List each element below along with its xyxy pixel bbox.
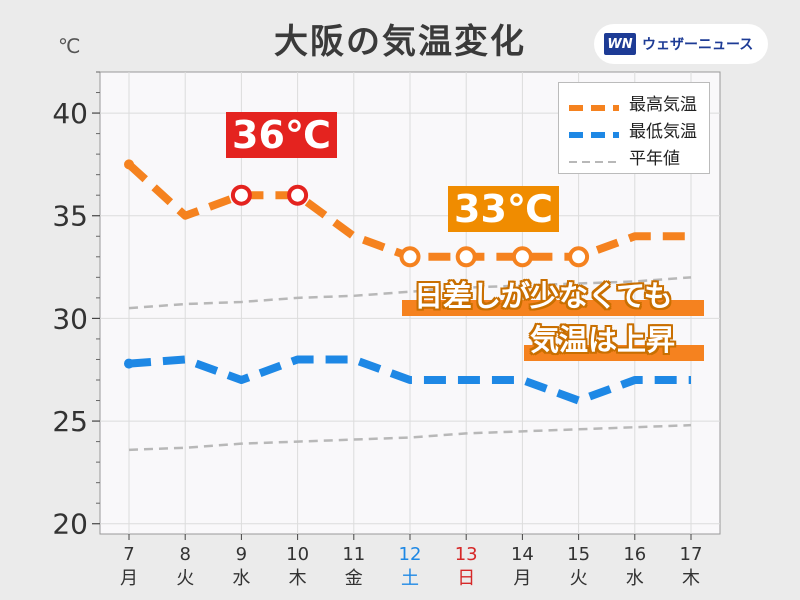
legend-swatch-max <box>567 98 619 111</box>
series-start-point-0 <box>124 159 134 170</box>
legend-entry-min: 最低気温 <box>567 116 701 143</box>
legend-label-normal: 平年値 <box>629 149 680 169</box>
y-tick-label: 40 <box>52 97 88 130</box>
legend-entry-max: 最高気温 <box>567 89 701 116</box>
chart-title: 大阪の気温変化 <box>274 22 526 62</box>
y-tick-label: 20 <box>52 508 88 541</box>
x-tick-weekday: 金 <box>345 568 363 589</box>
brand-name: ウェザーニュース <box>642 37 754 53</box>
x-tick-weekday: 木 <box>289 568 307 589</box>
x-tick-weekday: 火 <box>570 568 588 589</box>
x-tick-day: 8 <box>179 544 190 565</box>
x-tick-day: 7 <box>123 544 134 565</box>
series-line-2 <box>128 276 692 310</box>
legend-swatch-normal <box>567 152 619 163</box>
x-tick-weekday: 月 <box>513 568 531 589</box>
legend-swatch-min <box>567 125 619 138</box>
x-tick-day: 15 <box>567 544 590 565</box>
data-point-marker <box>399 246 421 268</box>
x-tick-day: 12 <box>399 544 422 565</box>
x-tick-weekday: 日 <box>457 568 475 589</box>
legend-entry-normal: 平年値 <box>567 143 701 170</box>
y-tick-label: 25 <box>52 405 88 438</box>
x-tick-day: 11 <box>342 544 365 565</box>
peak-temp-badge: 36℃ <box>226 112 337 158</box>
x-tick-weekday: 月 <box>120 568 138 589</box>
annotation-bar-1 <box>402 300 704 316</box>
legend-label-max: 最高気温 <box>629 95 697 115</box>
series-line-1 <box>128 355 691 405</box>
y-unit-label: ℃ <box>58 34 81 58</box>
x-tick-weekday: 水 <box>232 568 250 589</box>
y-tick-label: 35 <box>52 200 88 233</box>
x-tick-day: 10 <box>286 544 309 565</box>
x-tick-day: 16 <box>623 544 646 565</box>
y-tick-label: 30 <box>52 302 88 335</box>
legend-label-min: 最低気温 <box>629 122 697 142</box>
data-point-marker <box>455 246 477 268</box>
data-point-marker <box>511 246 533 268</box>
annotation-line-1: 日差しが少なくても <box>414 279 673 313</box>
annotation-line-2: 気温は上昇 <box>530 323 676 357</box>
data-point-marker <box>230 184 252 206</box>
x-tick-day: 9 <box>236 544 247 565</box>
x-tick-day: 14 <box>511 544 534 565</box>
legend: 最高気温 最低気温 平年値 <box>558 82 710 174</box>
x-tick-weekday: 木 <box>682 568 700 589</box>
series-line-3 <box>128 423 692 452</box>
x-tick-weekday: 火 <box>176 568 194 589</box>
x-tick-weekday: 水 <box>626 568 644 589</box>
x-tick-day: 13 <box>455 544 478 565</box>
series-start-point-1 <box>124 358 134 369</box>
x-tick-weekday: 土 <box>401 568 419 589</box>
data-point-marker <box>287 184 309 206</box>
annotation-bar-2 <box>524 345 704 361</box>
weathernews-logo-icon: WN <box>604 33 636 55</box>
brand-logo-badge: WN ウェザーニュース <box>594 24 768 64</box>
data-point-marker <box>568 246 590 268</box>
later-temp-badge: 33℃ <box>448 186 559 232</box>
x-tick-day: 17 <box>680 544 703 565</box>
